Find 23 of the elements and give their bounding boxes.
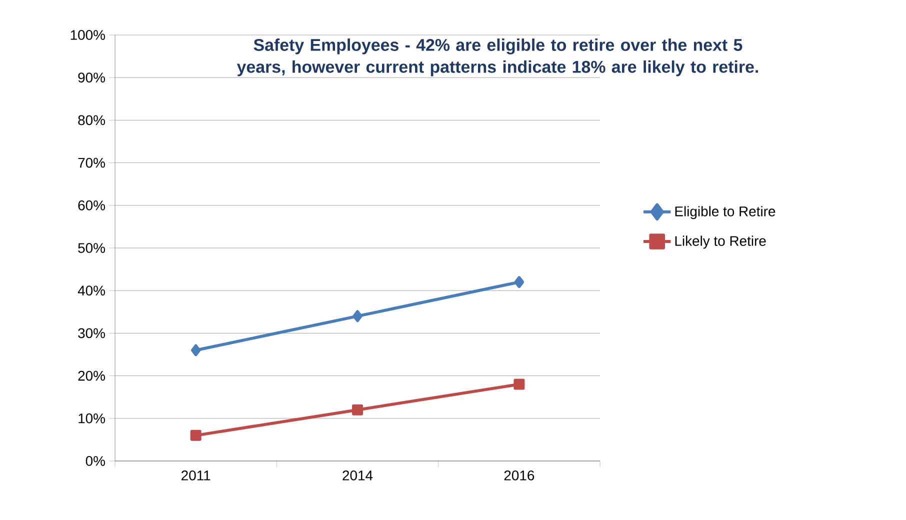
text: Safety Employees - 42% are eligible to retire over the next 5 years, however current patterns indicate 18% are likely to retire.: [236, 38, 758, 76]
y-tick-label: 50%: [78, 243, 105, 253]
y-tick-label: 80%: [78, 115, 105, 126]
point: [352, 404, 364, 416]
y-tick-label: 70%: [78, 158, 105, 168]
y-tick-label: 90%: [78, 72, 105, 83]
legend-label: Eligible to Retire: [675, 206, 776, 220]
y-tick-label: 30%: [78, 328, 105, 338]
point: [352, 310, 362, 322]
y-tick-label: 60%: [78, 200, 105, 210]
point: [190, 344, 201, 356]
y-tick-label: 10%: [78, 413, 105, 424]
y-tick-label: 100%: [70, 30, 105, 40]
point: [514, 276, 524, 288]
y-tick-label: 40%: [78, 286, 105, 296]
x-tick-label: 2011: [182, 470, 210, 480]
legend-label: Likely to Retire: [675, 236, 766, 249]
point: [514, 378, 525, 390]
x-tick-label: 2016: [504, 470, 534, 480]
y-tick-label: 0%: [86, 456, 105, 466]
point: [190, 430, 202, 441]
x-tick-label: 2014: [342, 470, 373, 480]
y-tick-label: 20%: [78, 370, 105, 381]
